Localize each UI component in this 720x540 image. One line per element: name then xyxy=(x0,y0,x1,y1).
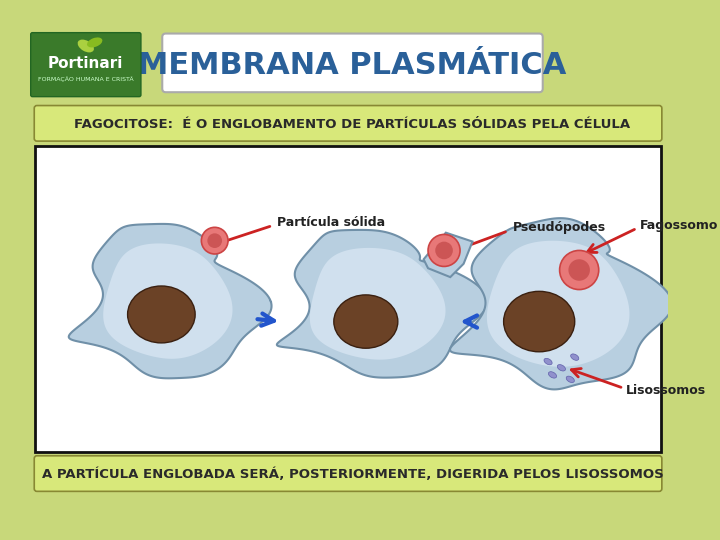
Text: Fagossomo: Fagossomo xyxy=(639,219,718,232)
Circle shape xyxy=(436,241,453,259)
Polygon shape xyxy=(69,224,271,379)
FancyBboxPatch shape xyxy=(28,30,668,101)
FancyBboxPatch shape xyxy=(35,146,661,452)
Ellipse shape xyxy=(87,37,102,48)
Ellipse shape xyxy=(127,286,195,343)
FancyBboxPatch shape xyxy=(35,105,662,141)
Polygon shape xyxy=(450,218,672,389)
Text: MEMBRANA PLASMÁTICA: MEMBRANA PLASMÁTICA xyxy=(138,51,567,80)
Ellipse shape xyxy=(78,39,94,52)
Circle shape xyxy=(428,234,460,266)
Text: FAGOCITOSE:  É O ENGLOBAMENTO DE PARTÍCULAS SÓLIDAS PELA CÉLULA: FAGOCITOSE: É O ENGLOBAMENTO DE PARTÍCUL… xyxy=(74,118,631,131)
Circle shape xyxy=(202,227,228,254)
Ellipse shape xyxy=(334,295,398,348)
Ellipse shape xyxy=(571,354,579,360)
Ellipse shape xyxy=(549,372,557,378)
Circle shape xyxy=(207,233,222,248)
Ellipse shape xyxy=(544,359,552,364)
Text: Pseudópodes: Pseudópodes xyxy=(513,221,606,234)
Ellipse shape xyxy=(557,364,565,371)
FancyBboxPatch shape xyxy=(162,33,543,92)
Polygon shape xyxy=(310,248,446,360)
Polygon shape xyxy=(487,241,629,367)
Ellipse shape xyxy=(566,376,575,382)
Polygon shape xyxy=(277,230,487,377)
Circle shape xyxy=(559,251,599,289)
Polygon shape xyxy=(103,244,233,359)
FancyBboxPatch shape xyxy=(35,456,662,491)
Text: Lisossomos: Lisossomos xyxy=(626,384,706,397)
Text: A PARTÍCULA ENGLOBADA SERÁ, POSTERIORMENTE, DIGERIDA PELOS LISOSSOMOS: A PARTÍCULA ENGLOBADA SERÁ, POSTERIORMEN… xyxy=(42,468,663,481)
Ellipse shape xyxy=(503,292,575,352)
Text: FORMAÇÃO HUMANA E CRISTÃ: FORMAÇÃO HUMANA E CRISTÃ xyxy=(38,76,134,82)
Text: Partícula sólida: Partícula sólida xyxy=(277,217,385,230)
Text: Portinari: Portinari xyxy=(48,56,124,71)
Polygon shape xyxy=(423,233,472,277)
FancyBboxPatch shape xyxy=(31,32,141,97)
Circle shape xyxy=(568,259,590,281)
